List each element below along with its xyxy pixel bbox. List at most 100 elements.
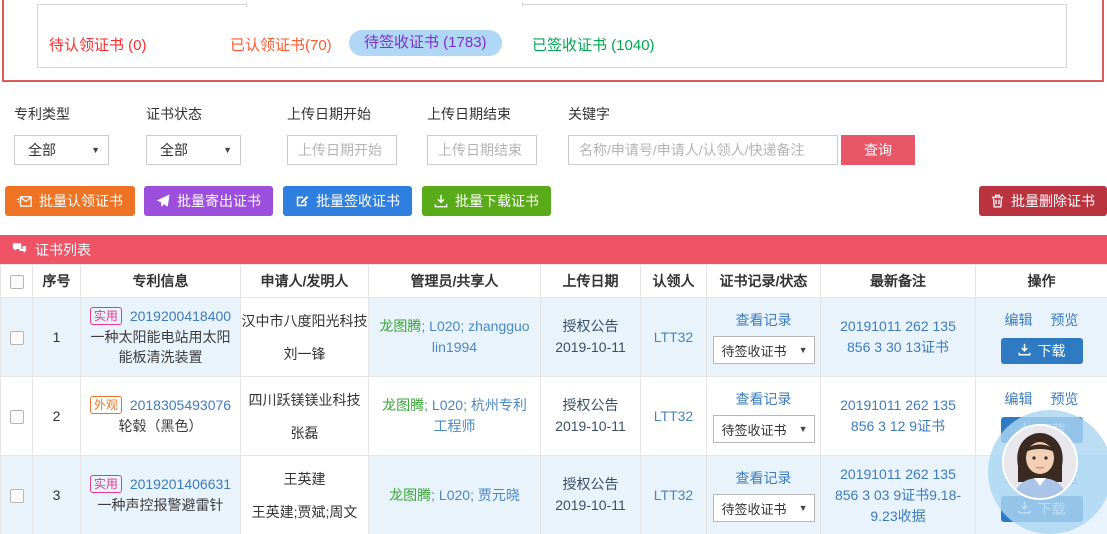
list-title-bar: 证书列表 (0, 235, 1107, 264)
patent-type-badge: 外观 (90, 396, 122, 414)
patent-title: 一种声控报警避雷针 (81, 493, 240, 515)
edit-link[interactable]: 编辑 (1005, 391, 1033, 407)
patent-info-cell: 外观 2018305493076 轮毂（黑色） (81, 377, 241, 456)
date-end-input[interactable] (427, 135, 537, 165)
batch-delete-button[interactable]: 批量删除证书 (979, 186, 1107, 216)
patent-type-label: 专利类型 (14, 104, 109, 120)
batch-send-button[interactable]: 批量寄出证书 (144, 186, 273, 216)
ops-cell: 编辑 预览 下载 (976, 298, 1107, 377)
search-button[interactable]: 查询 (841, 135, 915, 165)
edit-link[interactable]: 编辑 (1005, 312, 1033, 328)
patent-type-badge: 实用 (90, 475, 122, 493)
col-remark: 最新备注 (821, 265, 976, 298)
table-row: 2 外观 2018305493076 轮毂（黑色） 四川跃镁镁业科技 张磊 龙图… (1, 377, 1107, 456)
patent-number-link[interactable]: 2019200418400 (130, 308, 231, 324)
row-index: 2 (33, 377, 81, 456)
status-value: 待签收证书 (722, 499, 799, 518)
status-select[interactable]: 待签收证书 ▼ (713, 494, 815, 522)
patent-type-select[interactable]: 全部 ▼ (14, 135, 109, 165)
edit-square-icon (295, 194, 309, 208)
table-header-row: 序号 专利信息 申请人/发明人 管理员/共享人 上传日期 认领人 证书记录/状态… (1, 265, 1107, 298)
certificate-tabs-panel: 待认领证书 (0) 已认领证书(70) 待签收证书 (1783) 已签收证书 (… (2, 0, 1104, 82)
customer-service-avatar (1002, 424, 1078, 500)
select-all-checkbox[interactable] (10, 275, 24, 289)
batch-actions-bar: 批量认领证书 批量寄出证书 批量签收证书 批量下载证书 批量删除证书 (0, 165, 1107, 215)
view-record-link[interactable]: 查看记录 (707, 389, 820, 409)
applicant-cell: 汉中市八度阳光科技 刘一锋 (241, 298, 369, 377)
cert-status-select[interactable]: 全部 ▼ (146, 135, 241, 165)
caret-down-icon: ▼ (91, 145, 100, 155)
remark-text: 20191011 262 135 856 3 12 9证书 (821, 395, 975, 437)
active-tab-notch (246, 2, 523, 7)
remark-text: 20191011 262 135 856 3 03 9证书9.18-9.23收据 (821, 464, 975, 527)
cert-status-label: 证书状态 (146, 104, 241, 120)
tab-signed[interactable]: 已签收证书 (1040) (532, 34, 655, 55)
manager-shared: ; L020; 贾元晓 (431, 487, 520, 503)
trash-icon (991, 194, 1004, 208)
remark-text: 20191011 262 135 856 3 30 13证书 (821, 316, 975, 358)
customer-service-widget[interactable] (988, 410, 1107, 534)
manager-main: 龙图腾 (379, 318, 421, 334)
upload-date-cell: 授权公告 2019-10-11 (541, 456, 641, 534)
status-select[interactable]: 待签收证书 ▼ (713, 336, 815, 364)
col-patent: 专利信息 (81, 265, 241, 298)
col-record-status: 证书记录/状态 (707, 265, 821, 298)
upload-date-cell: 授权公告 2019-10-11 (541, 298, 641, 377)
record-status-cell: 查看记录 待签收证书 ▼ (707, 456, 821, 534)
batch-claim-button[interactable]: 批量认领证书 (5, 186, 135, 216)
certificate-table: 序号 专利信息 申请人/发明人 管理员/共享人 上传日期 认领人 证书记录/状态… (0, 264, 1107, 534)
col-claimer: 认领人 (641, 265, 707, 298)
row-index: 1 (33, 298, 81, 377)
tab-claimed[interactable]: 已认领证书(70) (230, 34, 332, 55)
claimer-cell: LTT32 (641, 456, 707, 534)
download-button[interactable]: 下载 (1001, 338, 1083, 364)
patent-number-link[interactable]: 2019201406631 (130, 476, 231, 492)
preview-link[interactable]: 预览 (1050, 312, 1078, 328)
keyword-input[interactable] (568, 135, 838, 165)
manager-cell: 龙图腾; L020; 贾元晓 (369, 456, 541, 534)
claimer-cell: LTT32 (641, 298, 707, 377)
col-manager: 管理员/共享人 (369, 265, 541, 298)
patent-title: 轮毂（黑色） (81, 414, 240, 436)
date-start-filter: 上传日期开始 (287, 104, 397, 165)
tab-pending-sign[interactable]: 待签收证书 (1783) (349, 30, 502, 56)
col-index: 序号 (33, 265, 81, 298)
col-applicant: 申请人/发明人 (241, 265, 369, 298)
cert-status-value: 全部 (160, 140, 223, 160)
manager-cell: 龙图腾; L020; 杭州专利工程师 (369, 377, 541, 456)
row-checkbox[interactable] (10, 489, 24, 503)
patent-number-link[interactable]: 2018305493076 (130, 397, 231, 413)
download-icon (434, 194, 448, 208)
preview-link[interactable]: 预览 (1050, 391, 1078, 407)
batch-download-button[interactable]: 批量下载证书 (422, 186, 551, 216)
status-select[interactable]: 待签收证书 ▼ (713, 415, 815, 443)
claimer-cell: LTT32 (641, 377, 707, 456)
view-record-link[interactable]: 查看记录 (707, 468, 820, 488)
date-value: 2019-10-11 (541, 495, 640, 516)
cert-status-filter: 证书状态 全部 ▼ (146, 104, 241, 165)
remark-cell: 20191011 262 135 856 3 03 9证书9.18-9.23收据 (821, 456, 976, 534)
col-upload-date: 上传日期 (541, 265, 641, 298)
applicant-cell: 王英建 王英建;贾斌;周文 (241, 456, 369, 534)
manager-shared: ; L020; zhangguolin1994 (421, 318, 529, 355)
row-checkbox[interactable] (10, 331, 24, 345)
table-row: 1 实用 2019200418400 一种太阳能电站用太阳能板清洗装置 汉中市八… (1, 298, 1107, 377)
date-value: 2019-10-11 (541, 337, 640, 358)
keyword-label: 关键字 (568, 104, 838, 120)
date-start-input[interactable] (287, 135, 397, 165)
row-index: 3 (33, 456, 81, 534)
caret-down-icon: ▼ (799, 345, 808, 355)
remark-cell: 20191011 262 135 856 3 30 13证书 (821, 298, 976, 377)
manager-main: 龙图腾 (389, 487, 431, 503)
status-value: 待签收证书 (722, 420, 799, 439)
upload-date-cell: 授权公告 2019-10-11 (541, 377, 641, 456)
col-ops: 操作 (976, 265, 1107, 298)
inventor-name: 刘一锋 (284, 344, 326, 364)
remark-cell: 20191011 262 135 856 3 12 9证书 (821, 377, 976, 456)
batch-sign-button[interactable]: 批量签收证书 (283, 186, 412, 216)
list-title: 证书列表 (35, 240, 91, 260)
tab-unclaimed[interactable]: 待认领证书 (0) (49, 34, 147, 55)
row-checkbox[interactable] (10, 410, 24, 424)
record-status-cell: 查看记录 待签收证书 ▼ (707, 298, 821, 377)
view-record-link[interactable]: 查看记录 (707, 310, 820, 330)
